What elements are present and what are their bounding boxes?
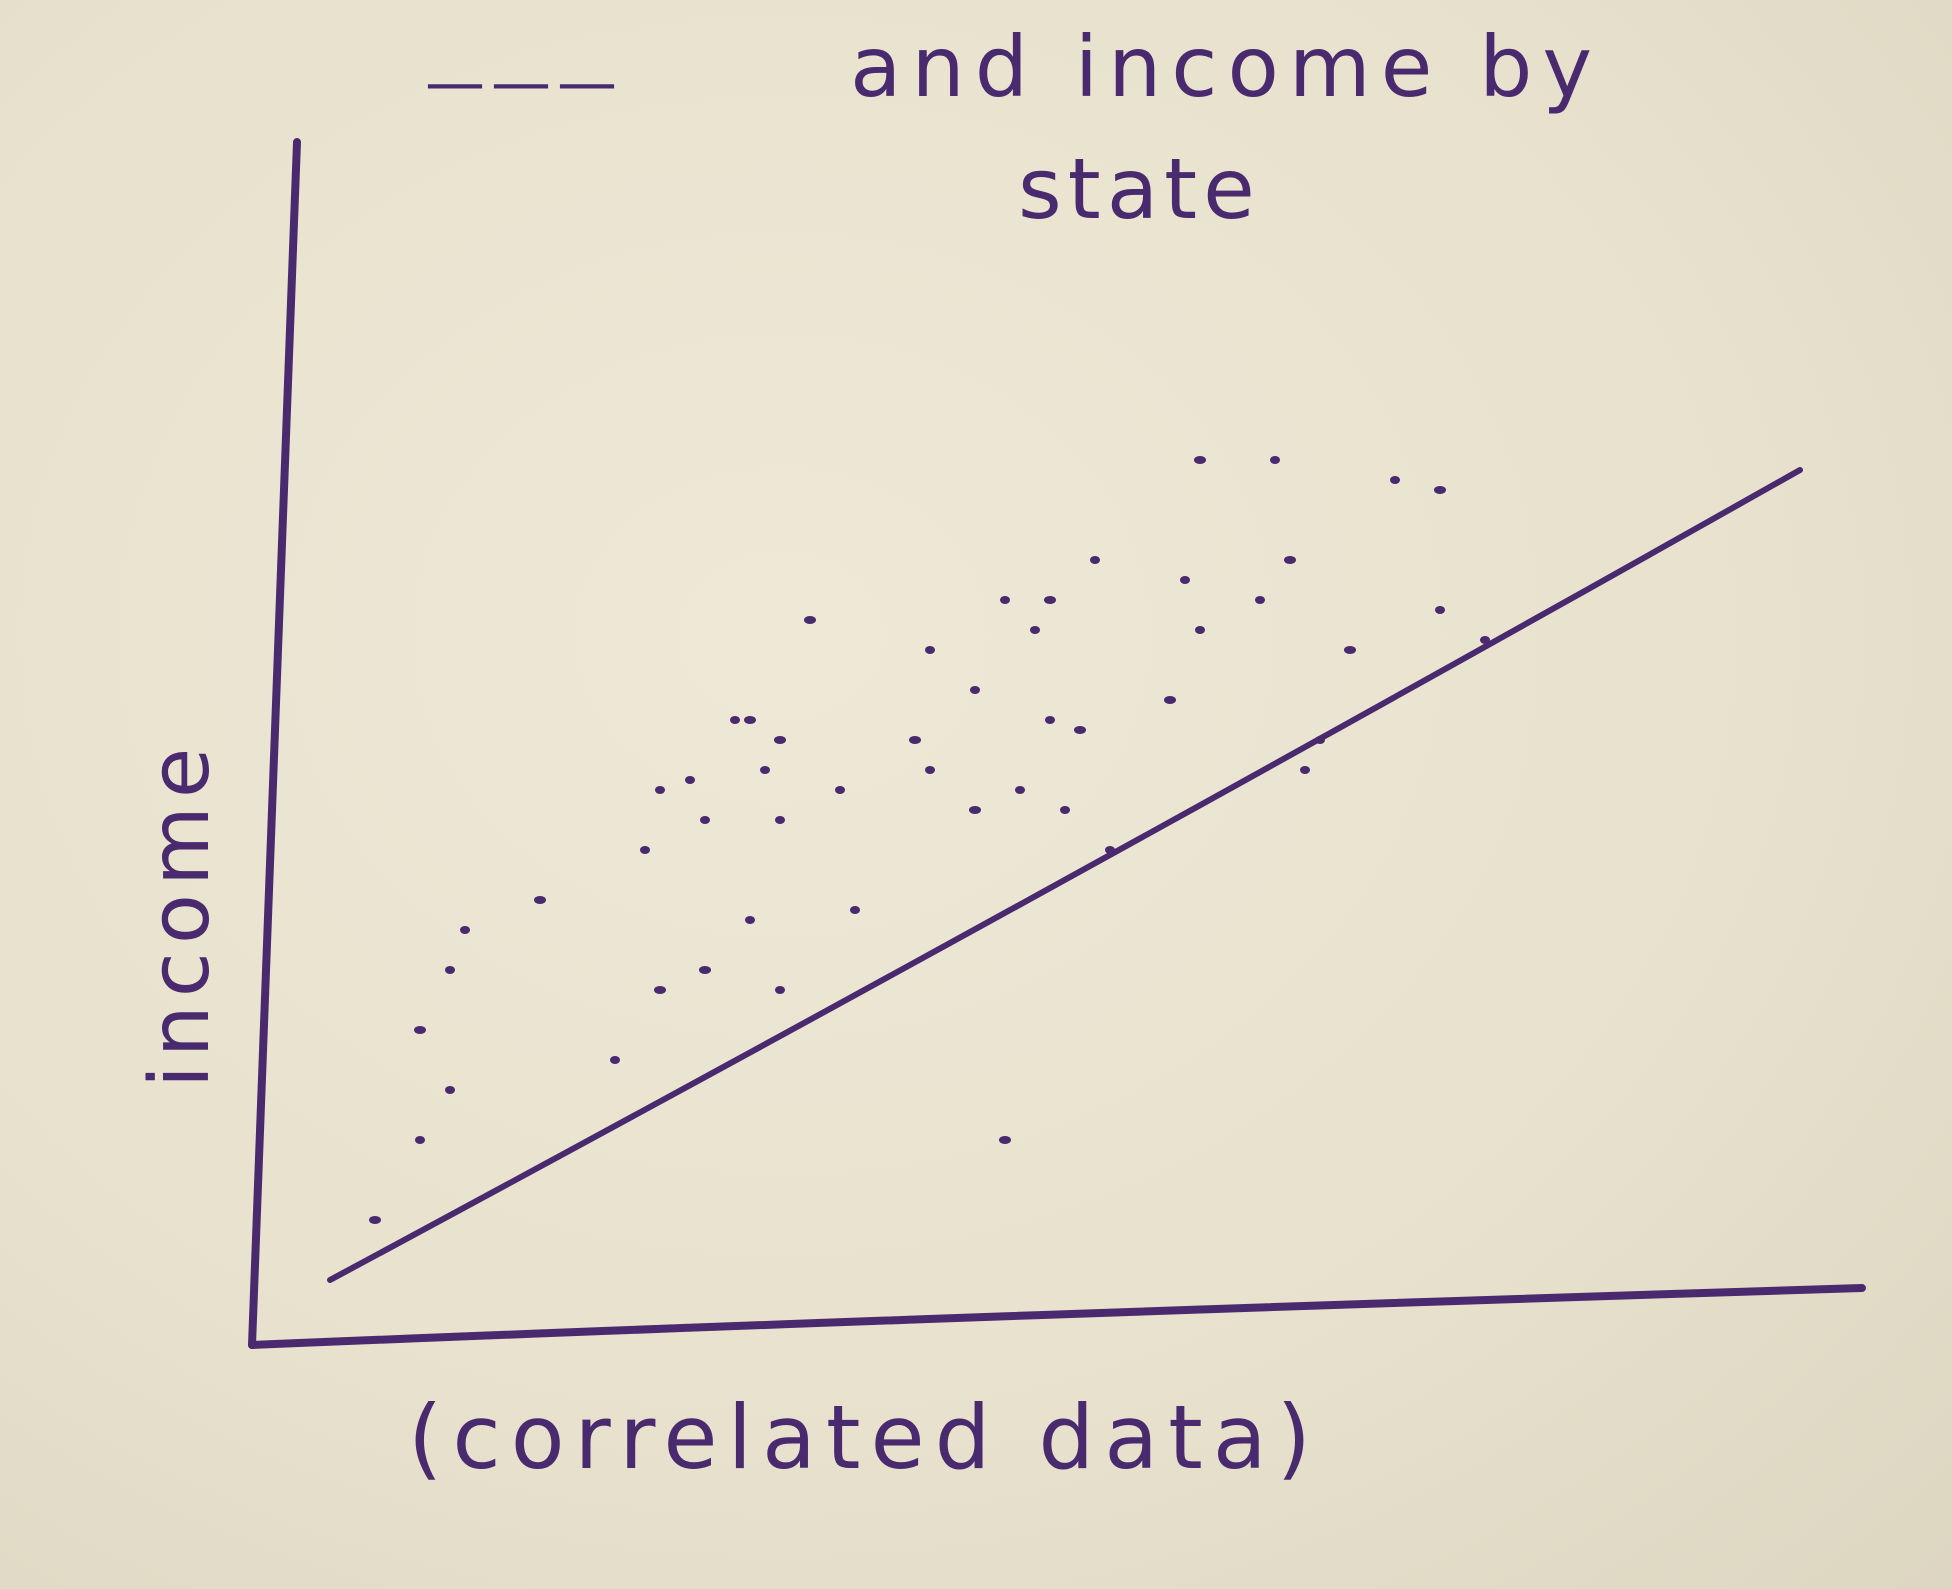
data-point <box>1090 556 1100 564</box>
data-point <box>610 1056 620 1064</box>
data-point <box>1000 596 1010 604</box>
data-point <box>1344 646 1356 654</box>
data-point <box>1015 786 1025 794</box>
data-point <box>745 916 755 924</box>
data-point <box>775 816 785 824</box>
data-point <box>1284 556 1296 564</box>
data-point <box>1435 606 1445 614</box>
data-point <box>1045 716 1055 724</box>
data-point <box>760 766 770 774</box>
data-point <box>685 776 695 784</box>
data-point <box>1255 596 1265 604</box>
title-blank: ——— <box>425 48 623 118</box>
y-axis <box>248 138 301 1349</box>
data-point <box>640 846 650 854</box>
data-point <box>414 1026 426 1034</box>
data-point <box>925 646 935 654</box>
data-point <box>999 1136 1011 1144</box>
data-point <box>730 716 740 724</box>
data-point <box>1105 846 1115 854</box>
data-point <box>1300 766 1310 774</box>
data-point <box>460 926 470 934</box>
data-point <box>744 716 756 724</box>
data-point <box>850 906 860 914</box>
data-point <box>1195 626 1205 634</box>
data-point <box>1270 456 1280 464</box>
data-point <box>445 966 455 974</box>
data-point <box>835 786 845 794</box>
title-line-1: and income by <box>850 18 1602 116</box>
x-axis-label: (correlated data) <box>408 1386 1321 1489</box>
data-point <box>1180 576 1190 584</box>
data-point <box>969 806 981 814</box>
data-point <box>1480 636 1490 644</box>
data-point <box>445 1086 455 1094</box>
data-point <box>1044 596 1056 604</box>
data-point <box>534 896 546 904</box>
title-line-2: state <box>1018 140 1261 238</box>
data-point <box>699 966 711 974</box>
data-point <box>415 1136 425 1144</box>
data-point <box>1194 456 1206 464</box>
data-point <box>1315 736 1325 744</box>
x-axis <box>248 1284 1866 1349</box>
trend-line <box>327 467 1803 1283</box>
data-point <box>775 986 785 994</box>
data-point <box>654 986 666 994</box>
data-point <box>1434 486 1446 494</box>
data-point <box>970 686 980 694</box>
data-point <box>1060 806 1070 814</box>
data-point <box>909 736 921 744</box>
y-axis-label: income <box>133 740 228 1088</box>
data-point <box>1164 696 1176 704</box>
data-point <box>700 816 710 824</box>
data-point <box>774 736 786 744</box>
data-point <box>1074 726 1086 734</box>
data-point <box>369 1216 381 1224</box>
data-point <box>804 616 816 624</box>
chart-title: ——— and income by state <box>425 18 1602 238</box>
data-point <box>655 786 665 794</box>
data-point <box>1390 476 1400 484</box>
data-point <box>925 766 935 774</box>
data-point <box>1030 626 1040 634</box>
